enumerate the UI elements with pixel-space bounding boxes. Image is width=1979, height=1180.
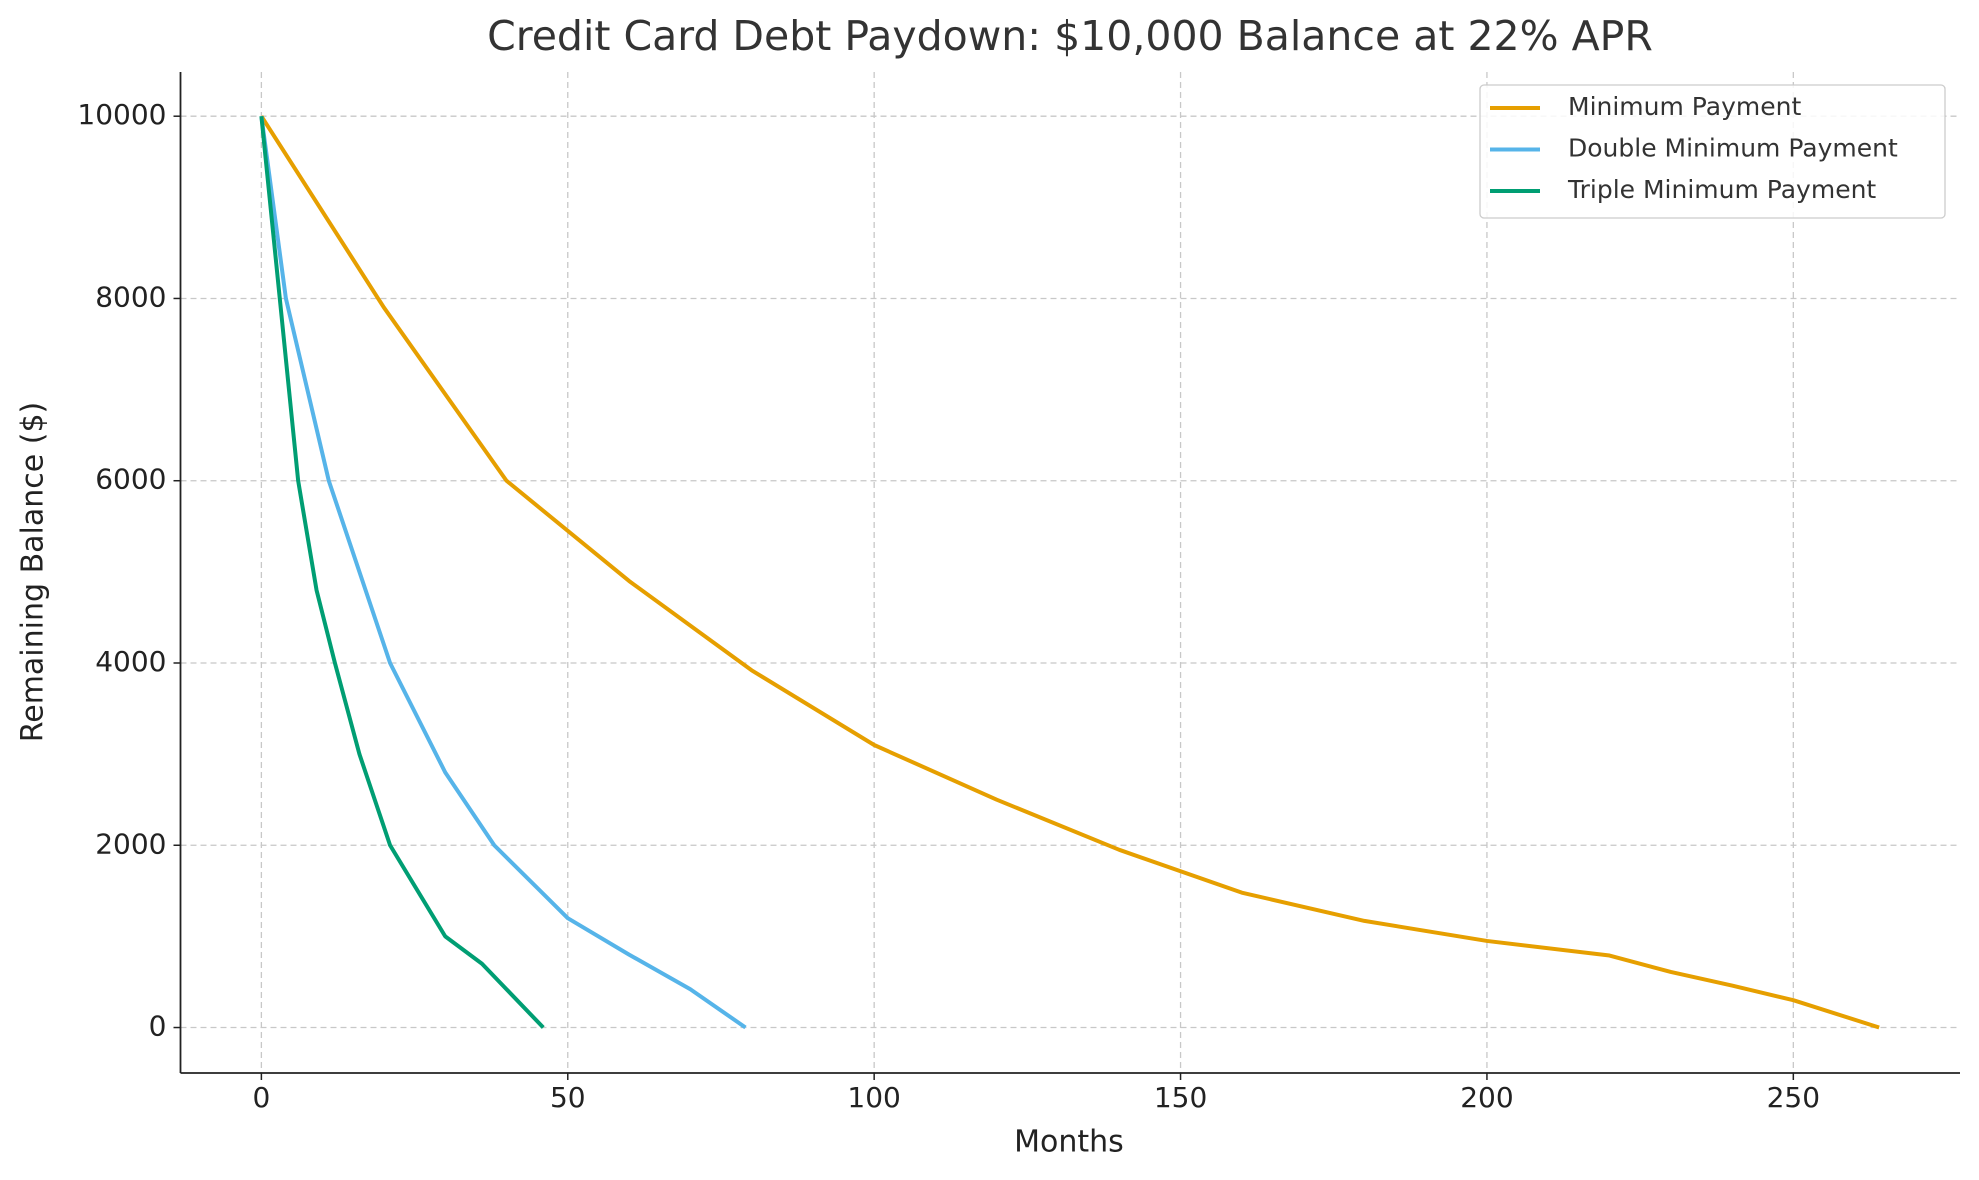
y-axis-label: Remaining Balance ($) xyxy=(16,402,51,743)
x-tick-label: 0 xyxy=(252,1081,270,1114)
x-tick-label: 200 xyxy=(1460,1081,1513,1114)
legend-label: Minimum Payment xyxy=(1568,92,1801,121)
y-tick-label: 10000 xyxy=(77,98,166,131)
y-tick-label: 6000 xyxy=(95,463,166,496)
line-series xyxy=(259,115,1880,1030)
x-tick-label: 100 xyxy=(847,1081,900,1114)
legend-label: Double Minimum Payment xyxy=(1568,134,1898,163)
x-tick-label: 250 xyxy=(1767,1081,1820,1114)
legend-box xyxy=(1479,84,1946,219)
y-tick-label: 4000 xyxy=(95,645,166,678)
y-tick-label: 0 xyxy=(149,1010,167,1043)
x-axis-label: Months xyxy=(1014,1125,1124,1160)
legend-label: Triple Minimum Payment xyxy=(1567,175,1876,204)
x-tick-label: 150 xyxy=(1154,1081,1207,1114)
line-series xyxy=(259,115,747,1030)
y-tick-label: 2000 xyxy=(95,827,166,860)
y-tick-label: 8000 xyxy=(95,280,166,313)
chart-title: Credit Card Debt Paydown: $10,000 Balanc… xyxy=(487,12,1653,60)
x-tick-label: 50 xyxy=(550,1081,586,1114)
line-series xyxy=(259,115,545,1029)
